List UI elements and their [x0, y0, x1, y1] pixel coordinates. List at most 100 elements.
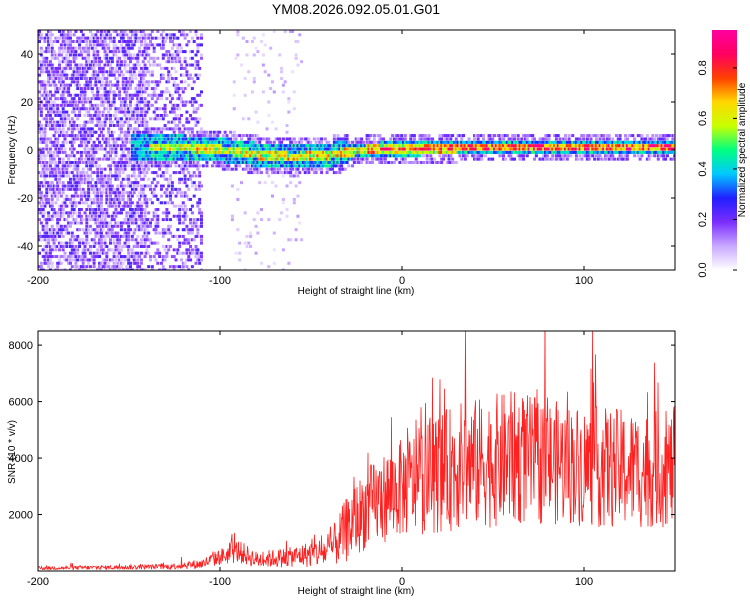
spectrogram-cell [189, 127, 193, 131]
spectrogram-cell [460, 140, 464, 144]
spectrogram-cell [167, 268, 171, 270]
spectrogram-cell [311, 157, 314, 161]
spectrogram-cell [316, 144, 320, 148]
spectrogram-cell [509, 154, 513, 158]
spectrogram-cell [61, 228, 65, 232]
spectrogram-cell [65, 174, 69, 178]
spectrogram-cell [513, 157, 517, 161]
spectrogram-cell [112, 265, 116, 269]
spectrogram-cell [134, 76, 138, 80]
spectrogram-cell [139, 137, 143, 141]
spectrogram-cell [85, 265, 89, 269]
spectrogram-cell [159, 164, 163, 168]
spectrogram-cell [70, 194, 74, 198]
spectrogram-cell [125, 97, 129, 101]
spectrogram-cell [125, 234, 129, 238]
spectrogram-cell [300, 60, 304, 64]
spectrogram-cell [48, 30, 52, 33]
spectrogram-cell [223, 150, 227, 154]
spectrogram-cell [340, 164, 344, 168]
spectrogram-cell [402, 157, 405, 161]
spectrogram-cell [108, 80, 112, 84]
spectrogram-cell [472, 137, 476, 141]
spectrogram-cell [147, 60, 151, 64]
spectrogram-cell [127, 221, 131, 225]
spectrogram-cell [130, 43, 134, 47]
spectrogram-cell [136, 181, 140, 185]
spectrogram-cell [223, 140, 227, 144]
spectrogram-cell [185, 70, 189, 74]
spectrogram-cell [130, 140, 134, 144]
spectrogram-cell [129, 76, 132, 80]
spectrogram-cell [119, 258, 123, 262]
spectrogram-cell [542, 147, 546, 151]
spectrogram-cell [118, 244, 122, 248]
spectrogram-cell [67, 157, 71, 161]
spectrogram-cell [45, 117, 49, 121]
spectrogram-cell [68, 66, 72, 70]
spectrogram-cell [78, 187, 82, 191]
spectrogram-cell [174, 83, 178, 87]
spectrogram-cell [103, 117, 107, 121]
spectrogram-cell [159, 66, 163, 70]
spectrogram-cell [316, 147, 320, 151]
spectrogram-cell [67, 154, 71, 158]
spectrogram-cell [130, 214, 134, 218]
spectrogram-cell [56, 181, 60, 185]
spectrogram-cell [187, 228, 191, 232]
spectrogram-cell [232, 80, 236, 84]
spectrogram-cell [61, 201, 65, 205]
spectrogram-cell [59, 214, 63, 218]
spectrogram-cell [338, 140, 342, 144]
spectrogram-cell [296, 63, 300, 67]
spectrogram-cell [325, 167, 329, 171]
spectrogram-cell [542, 154, 546, 158]
spectrogram-cell [38, 140, 41, 144]
spectrogram-cell [72, 53, 76, 57]
spectrogram-cell [338, 154, 342, 158]
spectrogram-cell [245, 144, 249, 148]
spectrogram-cell [43, 197, 47, 201]
spectrogram-cell [149, 144, 153, 148]
spectrogram-cell [261, 137, 265, 141]
spectrogram-cell [189, 137, 193, 141]
spectrogram-cell [127, 83, 131, 87]
spectrogram-cell [76, 248, 80, 252]
spectrogram-cell [392, 147, 396, 151]
spectrogram-cell [119, 157, 123, 161]
spectrogram-cell [165, 251, 169, 255]
spectrogram-cell [183, 191, 187, 195]
spectrogram-cell [199, 214, 203, 218]
spectrogram-cell [505, 140, 509, 144]
spectrogram-cell [170, 103, 174, 107]
spectrogram-cell [139, 184, 143, 188]
spectrogram-cell [138, 50, 142, 54]
spectrogram-cell [323, 164, 327, 168]
spectrogram-cell [252, 144, 256, 148]
spectrogram-cell [54, 231, 58, 235]
spectrogram-cell [232, 144, 236, 148]
spectrogram-cell [119, 130, 123, 134]
spectrogram-cell [70, 137, 74, 141]
spectrogram-cell [187, 127, 191, 131]
spectrogram-cell [130, 157, 134, 161]
spectrogram-cell [303, 137, 307, 141]
spectrogram-cell [358, 160, 362, 164]
spectrogram-cell [163, 248, 167, 252]
spectrogram-cell [143, 160, 147, 164]
spectrogram-cell [267, 174, 271, 178]
spectrogram-cell [298, 157, 302, 161]
spectrogram-cell [280, 164, 284, 168]
spectrogram-cell [314, 144, 318, 148]
spectrogram-cell [99, 30, 103, 33]
spectrogram-cell [172, 157, 176, 161]
spectrogram-cell [149, 127, 153, 131]
spectrogram-cell [99, 218, 103, 222]
spectrogram-cell [52, 110, 56, 114]
spectrogram-cell [431, 137, 435, 141]
spectrogram-cell [45, 60, 49, 64]
spectrogram-cell [403, 137, 407, 141]
spectrogram-cell [407, 140, 411, 144]
spectrogram-cell [303, 160, 307, 164]
spectrogram-cell [127, 70, 131, 74]
